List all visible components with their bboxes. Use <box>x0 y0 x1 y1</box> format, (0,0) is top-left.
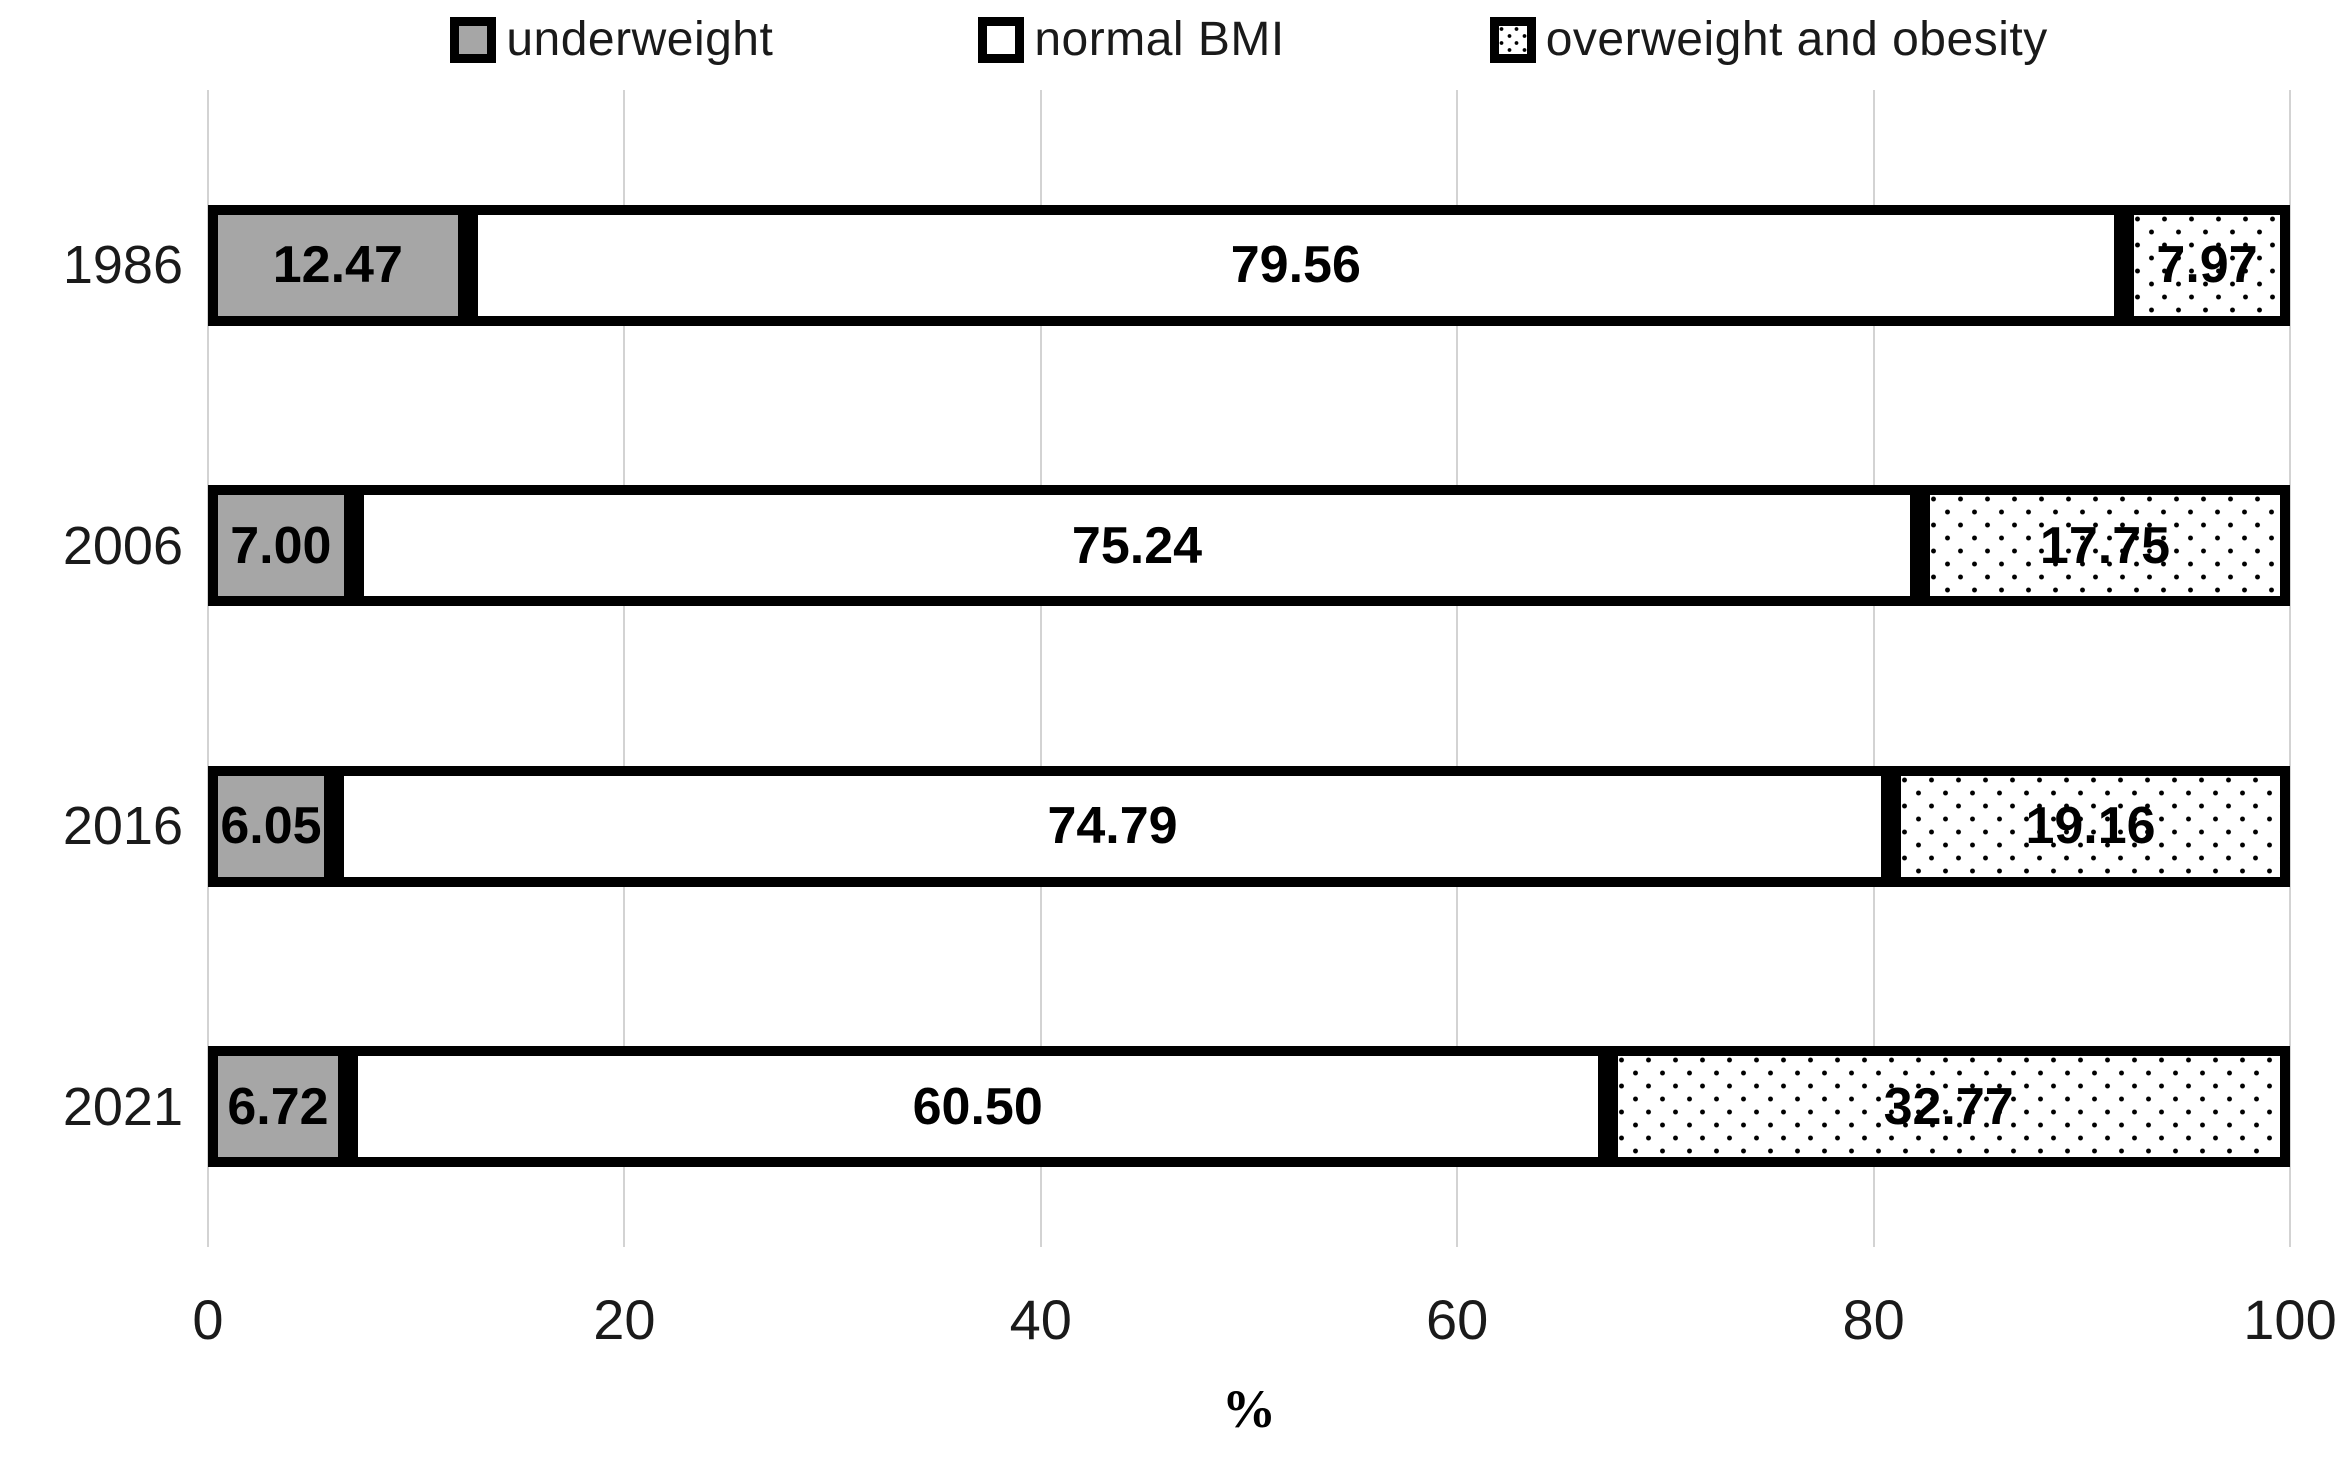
stacked-bar: 7.00 75.24 17.75 <box>208 485 2290 607</box>
value-label: 19.16 <box>2025 797 2156 856</box>
x-axis-title: % <box>1222 1379 1276 1439</box>
x-tick-label: 40 <box>1009 1288 1072 1351</box>
legend-label: normal BMI <box>1034 13 1285 66</box>
value-label: 79.56 <box>1230 236 1361 295</box>
bar-segment-normal-bmi: 74.79 <box>333 765 1892 887</box>
value-label: 7.97 <box>2156 236 2258 295</box>
value-label: 7.00 <box>230 516 332 575</box>
bar-segment-overweight-obesity: 32.77 <box>1607 1046 2290 1168</box>
legend-label: overweight and obesity <box>1545 13 2048 66</box>
x-tick-label: 0 <box>192 1288 224 1351</box>
bar-rows: 1986 12.47 79.56 7.97 2006 <box>63 125 2290 1248</box>
gridline-20 <box>623 90 626 1247</box>
category-label: 2016 <box>62 796 183 857</box>
bar-row-2016: 2016 6.05 74.79 19.16 <box>63 686 2290 967</box>
bar-segment-underweight: 7.00 <box>208 485 354 607</box>
x-tick-label: 20 <box>593 1288 656 1351</box>
bar-segment-normal-bmi: 60.50 <box>347 1046 1608 1168</box>
value-label: 12.47 <box>272 236 403 295</box>
legend-swatch-dotted-icon <box>1489 16 1536 63</box>
value-label: 6.72 <box>227 1077 329 1136</box>
stacked-bar: 6.05 74.79 19.16 <box>208 765 2290 887</box>
value-label: 32.77 <box>1883 1077 2014 1136</box>
legend-item-overweight-obesity: overweight and obesity <box>1489 12 2048 67</box>
gridline-0 <box>207 90 209 1247</box>
bar-row-1986: 1986 12.47 79.56 7.97 <box>63 125 2290 406</box>
bar-segment-underweight: 6.05 <box>208 765 334 887</box>
bar-segment-underweight: 12.47 <box>208 204 468 326</box>
category-label: 2006 <box>62 515 183 576</box>
bar-segment-overweight-obesity: 17.75 <box>1920 485 2290 607</box>
x-tick-label: 100 <box>2243 1288 2337 1351</box>
bar-segment-overweight-obesity: 19.16 <box>1891 765 2290 887</box>
legend-swatch-white-icon <box>978 16 1025 63</box>
bar-segment-normal-bmi: 75.24 <box>353 485 1921 607</box>
legend-item-normal-bmi: normal BMI <box>978 12 1284 67</box>
x-tick-label: 80 <box>1842 1288 1905 1351</box>
gridline-80 <box>1872 90 1875 1247</box>
bar-segment-normal-bmi: 79.56 <box>467 204 2125 326</box>
value-label: 6.05 <box>220 797 322 856</box>
legend-swatch-gray-icon <box>450 16 497 63</box>
bar-row-2021: 2021 6.72 60.50 32.77 <box>63 967 2290 1248</box>
stacked-bar: 6.72 60.50 32.77 <box>208 1046 2290 1168</box>
stacked-bar: 12.47 79.56 7.97 <box>208 204 2290 326</box>
plot-area: 1986 12.47 79.56 7.97 2006 <box>63 90 2291 1248</box>
gridline-60 <box>1456 90 1459 1247</box>
legend-item-underweight: underweight <box>450 12 773 67</box>
x-axis: 0 20 40 60 80 100 <box>192 1288 2336 1352</box>
category-label: 2021 <box>62 1076 183 1137</box>
bar-row-2006: 2006 7.00 75.24 17.75 <box>63 406 2290 687</box>
legend-label: underweight <box>506 13 774 66</box>
gridline-40 <box>1039 90 1042 1247</box>
x-tick-label: 60 <box>1426 1288 1489 1351</box>
legend: underweight normal BMI overweight and ob… <box>208 12 2290 67</box>
bar-segment-overweight-obesity: 7.97 <box>2124 204 2290 326</box>
bar-segment-underweight: 6.72 <box>208 1046 348 1168</box>
value-label: 60.50 <box>912 1077 1043 1136</box>
value-label: 75.24 <box>1071 516 1203 575</box>
gridline-100 <box>2289 90 2291 1247</box>
category-label: 1986 <box>62 235 183 296</box>
value-label: 17.75 <box>2039 516 2171 575</box>
value-label: 74.79 <box>1047 797 1178 856</box>
